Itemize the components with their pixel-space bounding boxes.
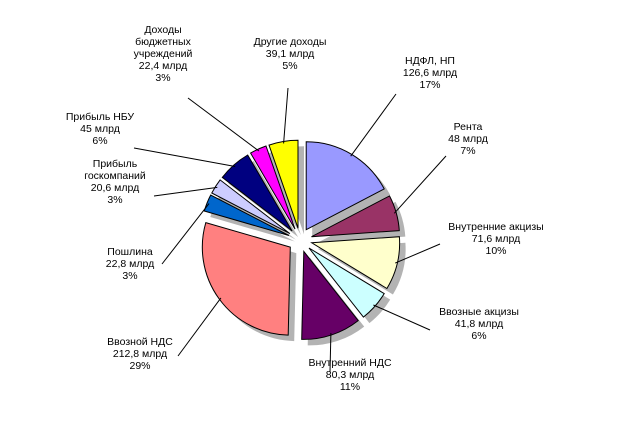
slice-label-3: Ввозные акцизы 41,8 млрд 6% [439, 306, 519, 342]
slice-name: Другие доходы [254, 36, 327, 48]
leader-line-9 [187, 97, 260, 152]
slice-value: 126,6 млрд [403, 67, 457, 79]
slice-label-9: Доходы бюджетных учреждений 22,4 млрд 3% [134, 24, 193, 84]
pie-slice-6 [203, 194, 290, 236]
slice-percent: 3% [155, 72, 170, 84]
slice-percent: 6% [471, 330, 486, 342]
pie-slice-7 [211, 179, 291, 235]
slice-value: 22,8 млрд [106, 258, 154, 270]
slice-name: Внутренние акцизы [448, 221, 543, 233]
pie-slice-5 [201, 221, 291, 336]
slice-label-6: Пошлина 22,8 млрд 3% [106, 246, 154, 282]
leader-line-8 [133, 147, 236, 167]
slice-name: бюджетных [135, 36, 191, 48]
slice-label-0: НДФЛ, НП 126,6 млрд 17% [403, 55, 457, 91]
leader-line-10 [283, 87, 289, 144]
slice-name: Ввозной НДС [107, 336, 173, 348]
slice-name: госкомпаний [84, 170, 146, 182]
pie-slice-2 [310, 236, 401, 290]
slice-percent: 29% [129, 360, 150, 372]
leader-lines [133, 87, 447, 373]
pie-slice-1 [311, 195, 400, 238]
slice-value: 212,8 млрд [113, 348, 167, 360]
slice-percent: 3% [122, 270, 137, 282]
leader-line-6 [161, 203, 210, 265]
slice-value: 22,4 млрд [139, 60, 187, 72]
slice-percent: 3% [107, 194, 122, 206]
slice-label-2: Внутренние акцизы 71,6 млрд 10% [448, 221, 543, 257]
leader-line-2 [395, 243, 441, 264]
slice-label-7: Прибыль госкомпаний 20,6 млрд 3% [84, 158, 146, 206]
pie-slice-4 [301, 249, 359, 340]
slice-name: Доходы [144, 24, 181, 36]
leader-line-4 [329, 332, 332, 373]
slice-name: Прибыль НБУ [66, 111, 135, 123]
slice-percent: 6% [92, 135, 107, 147]
pie-slice-3 [308, 247, 385, 318]
slice-percent: 10% [485, 245, 506, 257]
pie-slice-9 [249, 145, 296, 230]
leader-line-5 [177, 297, 222, 357]
pie-slices [201, 139, 401, 340]
slice-percent: 5% [282, 60, 297, 72]
slice-value: 41,8 млрд [455, 318, 503, 330]
slice-label-5: Ввозной НДС 212,8 млрд 29% [107, 336, 173, 372]
slice-name: Пошлина [107, 246, 153, 258]
slice-label-8: Прибыль НБУ 45 млрд 6% [66, 111, 135, 147]
slice-label-10: Другие доходы 39,1 млрд 5% [254, 36, 327, 72]
slice-label-1: Рента 48 млрд 7% [448, 121, 488, 157]
slice-name: Внутренний НДС [308, 357, 391, 369]
slice-name: Ввозные акцизы [439, 306, 519, 318]
leader-line-1 [393, 155, 447, 214]
slice-percent: 17% [419, 79, 440, 91]
slice-name: Прибыль [93, 158, 138, 170]
slice-name: НДФЛ, НП [405, 55, 455, 67]
slice-value: 39,1 млрд [266, 48, 314, 60]
slice-label-4: Внутренний НДС 80,3 млрд 11% [308, 357, 391, 393]
slice-labels: НДФЛ, НП 126,6 млрд 17% Рента 48 млрд 7% Внутр… [66, 24, 544, 393]
slice-name: Рента [454, 121, 483, 133]
slice-percent: 11% [340, 381, 360, 393]
slice-value: 80,3 млрд [326, 369, 374, 381]
slice-value: 71,6 млрд [472, 233, 520, 245]
slice-value: 48 млрд [448, 133, 488, 145]
slice-percent: 7% [460, 145, 475, 157]
slice-name: учреждений [134, 48, 193, 60]
pie-slice-8 [221, 154, 293, 232]
slice-value: 20,6 млрд [91, 182, 139, 194]
leader-line-7 [153, 186, 218, 197]
slice-value: 45 млрд [80, 123, 120, 135]
leader-line-3 [373, 304, 431, 331]
leader-line-0 [350, 93, 397, 157]
